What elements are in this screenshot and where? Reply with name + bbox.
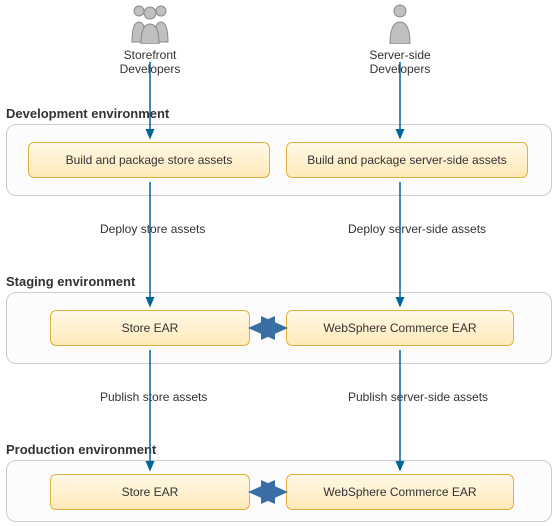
diagram-canvas: Storefront Developers Server-side Develo… [0, 0, 558, 526]
arrows-layer [0, 0, 558, 526]
